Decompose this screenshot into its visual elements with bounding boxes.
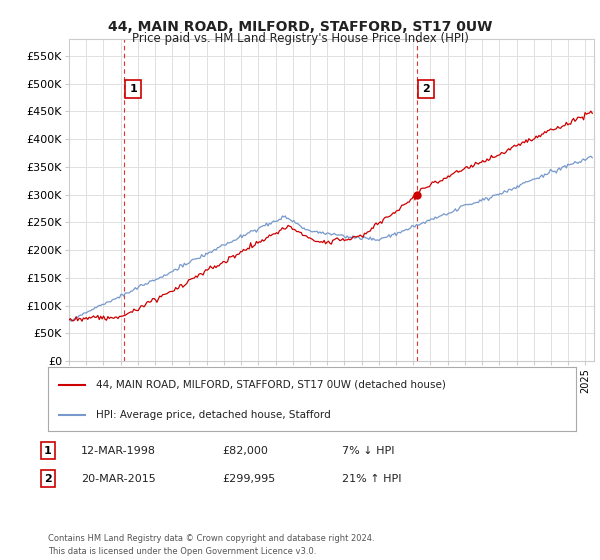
Text: 44, MAIN ROAD, MILFORD, STAFFORD, ST17 0UW (detached house): 44, MAIN ROAD, MILFORD, STAFFORD, ST17 0… [95,380,445,390]
Text: Contains HM Land Registry data © Crown copyright and database right 2024.
This d: Contains HM Land Registry data © Crown c… [48,534,374,556]
Text: 44, MAIN ROAD, MILFORD, STAFFORD, ST17 0UW: 44, MAIN ROAD, MILFORD, STAFFORD, ST17 0… [108,20,492,34]
Text: 1: 1 [129,84,137,94]
Text: 1: 1 [44,446,52,456]
Text: Price paid vs. HM Land Registry's House Price Index (HPI): Price paid vs. HM Land Registry's House … [131,32,469,45]
Text: 2: 2 [422,84,430,94]
Text: 12-MAR-1998: 12-MAR-1998 [81,446,156,456]
Text: £299,995: £299,995 [222,474,275,484]
Text: 21% ↑ HPI: 21% ↑ HPI [342,474,401,484]
Text: £82,000: £82,000 [222,446,268,456]
Text: 2: 2 [44,474,52,484]
Text: 7% ↓ HPI: 7% ↓ HPI [342,446,395,456]
Text: 20-MAR-2015: 20-MAR-2015 [81,474,156,484]
Text: HPI: Average price, detached house, Stafford: HPI: Average price, detached house, Staf… [95,410,330,420]
